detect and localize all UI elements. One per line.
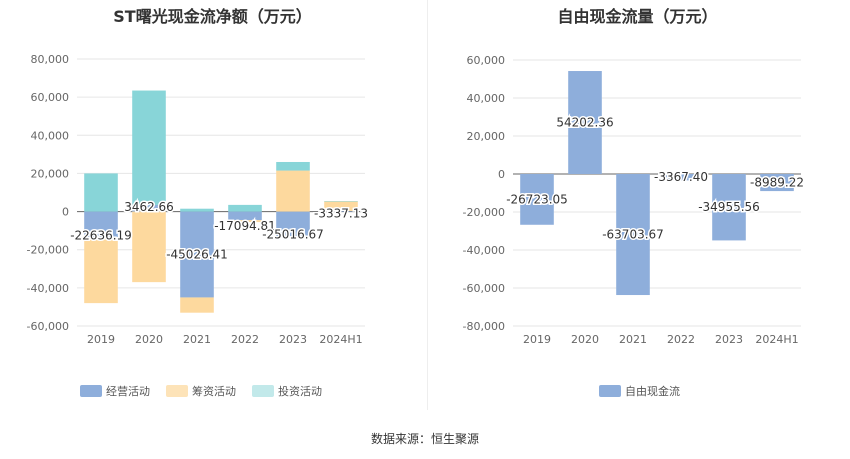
data-label: -8989.22 [750,176,804,190]
legend-swatch-investing [252,385,274,397]
bar-2-2024H1 [324,201,358,211]
legend-item-operating[interactable]: 经营活动 [80,383,150,399]
bar-3-2022 [228,204,262,212]
x-tick-label: 2023 [279,333,307,346]
legend-swatch-free-cash-flow [599,385,621,397]
y-tick-label: -80,000 [463,320,505,333]
bar-2-2021 [180,297,214,313]
y-tick-label: -40,000 [463,244,505,257]
x-tick-label: 2021 [619,333,647,346]
y-tick-label: 20,000 [467,130,506,143]
bar-1-2020 [568,71,602,174]
legend-swatch-financing [166,385,188,397]
right-chart-title: 自由现金流量（万元） [557,7,718,26]
bar-1-2023 [276,211,310,238]
legend-label-operating: 经营活动 [106,385,150,398]
data-label: -3337.13 [314,206,368,220]
x-tick-label: 2024H1 [755,333,798,346]
bar-1-2020 [132,204,166,212]
data-label: -45026.41 [166,247,228,261]
legend-item-free-cash-flow[interactable]: 自由现金流 [599,383,680,399]
y-tick-label: 60,000 [467,54,506,67]
bar-3-2021 [180,208,214,212]
bar-2-2022 [228,220,262,223]
cash-flow-net-chart: 80,000 60,000 40,000 20,000 0 -20,000 -40,000 -… [27,53,370,346]
y-tick-label: -20,000 [27,244,69,257]
bar-1-2022 [664,174,698,181]
bar-1-2024H1 [760,174,794,192]
x-tick-label: 2020 [571,333,599,346]
bar-1-2021 [616,174,650,296]
x-tick-label: 2019 [87,333,115,346]
x-tick-label: 2022 [231,333,259,346]
data-label: -34955.56 [698,200,760,214]
x-tick-label: 2024H1 [319,333,362,346]
data-label: 54202.36 [556,116,613,130]
right-chart-legend: 自由现金流 [599,383,680,399]
x-tick-label: 2022 [667,333,695,346]
bar-3-2020 [132,90,166,205]
legend-swatch-operating [80,385,102,397]
data-label: -22636.19 [70,228,132,242]
y-tick-label: 0 [62,206,69,219]
data-label: -63703.67 [602,228,664,242]
bar-2-2023 [276,170,310,212]
y-tick-label: -60,000 [463,282,505,295]
bar-1-2024H1 [324,210,358,212]
bar-1-2023 [712,174,746,241]
data-label: -25016.67 [262,227,324,241]
left-chart-legend: 经营活动 筹资活动 投资活动 [80,383,322,399]
bar-1-2022 [228,211,262,221]
x-tick-label: 2019 [523,333,551,346]
x-tick-label: 2023 [715,333,743,346]
legend-label-free-cash-flow: 自由现金流 [625,385,680,398]
bar-1-2019 [84,211,118,238]
bar-3-2024H1 [324,201,358,202]
data-label: -26723.05 [506,192,568,206]
legend-item-investing[interactable]: 投资活动 [252,383,322,399]
data-source-note: 数据来源：恒生聚源 [370,432,479,446]
legend-label-financing: 筹资活动 [192,385,236,398]
y-tick-label: 40,000 [467,92,506,105]
x-tick-label: 2021 [183,333,211,346]
bar-3-2023 [276,161,310,171]
bar-1-2021 [180,211,214,298]
x-tick-label: 2020 [135,333,163,346]
data-label: -17094.81 [214,219,276,233]
y-tick-label: 20,000 [31,167,70,180]
panel-divider [427,0,428,410]
legend-item-financing[interactable]: 筹资活动 [166,383,236,399]
data-label: -3367.40 [654,170,708,184]
bar-2-2019 [84,237,118,304]
data-label: 3462.66 [124,200,174,214]
y-tick-label: -60,000 [27,320,69,333]
free-cash-flow-chart: 60,000 40,000 20,000 0 -20,000 -40,000 -60,000… [463,54,806,346]
bar-3-2019 [84,173,118,212]
legend-label-investing: 投资活动 [278,385,322,398]
bar-2-2020 [132,211,166,283]
bar-1-2019 [520,174,554,225]
y-tick-label: 60,000 [31,91,70,104]
y-tick-label: 0 [498,168,505,181]
y-tick-label: 80,000 [31,53,70,66]
y-tick-label: 40,000 [31,129,70,142]
left-chart-title: ST曙光现金流净额（万元） [113,7,312,26]
y-tick-label: -20,000 [463,206,505,219]
y-tick-label: -40,000 [27,282,69,295]
